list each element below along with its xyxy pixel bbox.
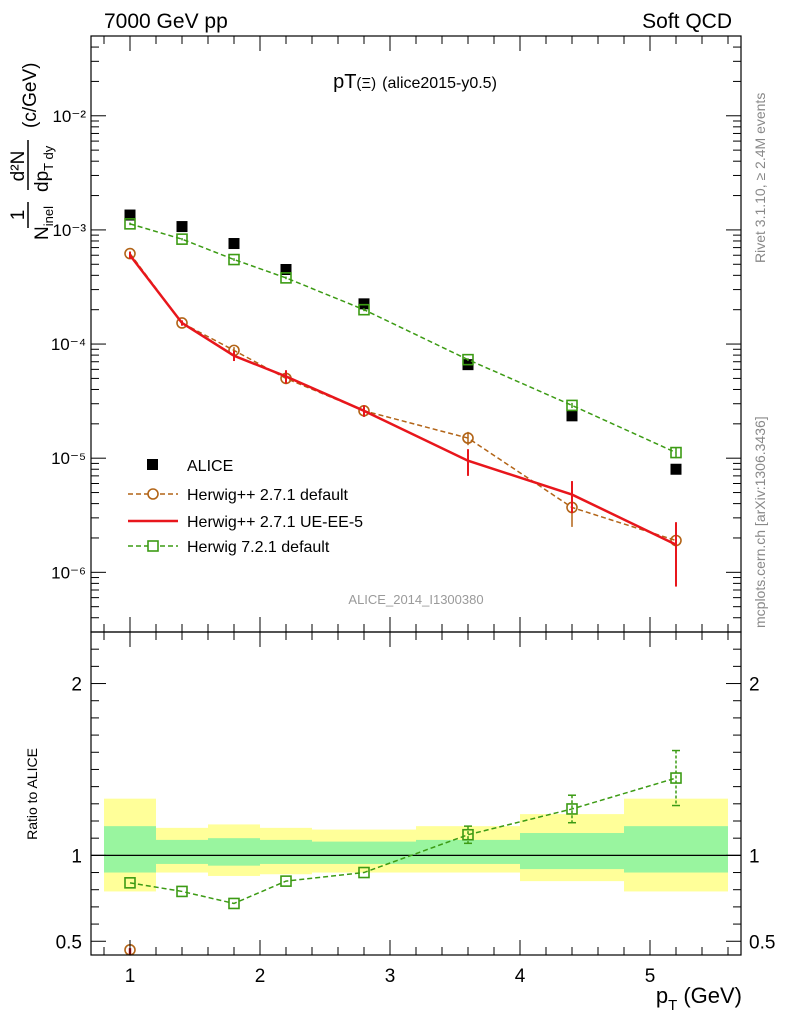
y-tick-labels: 10⁻² 10⁻³ 10⁻⁴ 10⁻⁵ 10⁻⁶: [51, 107, 87, 583]
y-axis-label-tdy: T dy: [41, 145, 56, 171]
y-axis-label-n-main: N: [32, 226, 53, 240]
legend-item-herwigpp-default: Herwig++ 2.7.1 default: [128, 487, 349, 504]
legend-label: Herwig++ 2.7.1 default: [187, 487, 349, 504]
x-tick-label: 4: [515, 966, 526, 987]
plot-title: pT(Ξ) (alice2015-y0.5): [333, 71, 497, 93]
ratio-y-tick-labels: 0.5 0.5 1 1 2 2: [56, 675, 776, 954]
y-tick-label: 10⁻⁶: [51, 563, 86, 582]
x-axis-label-unit: (GeV): [683, 983, 742, 1008]
legend-item-alice: ALICE: [147, 458, 233, 475]
y-axis-label-inel: inel: [41, 206, 56, 226]
ratio-y-tick-label: 0.5: [56, 932, 82, 953]
data-point: [124, 209, 136, 221]
data-point: [228, 238, 240, 250]
main-panel-ticks: [91, 35, 741, 633]
data-point: [124, 218, 136, 230]
ratio-y-tick-label: 1: [749, 846, 760, 867]
data-point: [670, 463, 682, 475]
header-right: Soft QCD: [642, 10, 732, 33]
data-point: [176, 317, 188, 329]
ratio-point: [358, 866, 370, 879]
x-axis-label: pT (GeV): [656, 983, 742, 1014]
ratio-point: [228, 897, 240, 910]
x-tick-label: 3: [385, 966, 396, 987]
uncertainty-band-green: [260, 839, 312, 864]
ratio-panel-ticks: [91, 632, 741, 955]
uncertainty-band-green: [312, 841, 416, 864]
x-tick-label: 5: [645, 966, 656, 987]
legend-label: Herwig 7.2.1 default: [187, 539, 330, 556]
uncertainty-band-green: [624, 826, 728, 873]
ratio-point: [462, 828, 474, 841]
data-point: [176, 221, 188, 233]
mcplots-label: mcplots.cern.ch [arXiv:1306.3436]: [752, 416, 768, 628]
data-point: [358, 298, 370, 310]
uncertainty-band-green: [104, 826, 156, 873]
plot-title-particle: (Ξ): [356, 75, 376, 92]
legend-item-herwigpp-ueee5: Herwig++ 2.7.1 UE-EE-5: [128, 514, 363, 531]
legend-marker-square-open: [147, 540, 159, 552]
x-tick-label: 1: [125, 966, 136, 987]
ratio-point: [566, 803, 578, 815]
y-axis-label-dp-main: dp: [32, 171, 53, 192]
ratio-point: [176, 885, 188, 898]
data-point: [280, 263, 292, 275]
data-point: [462, 353, 474, 366]
series-line: [129, 254, 677, 546]
y-axis-label-dp: dpT dy: [32, 145, 56, 192]
main-series-layer: [124, 209, 682, 587]
ratio-point: [280, 875, 292, 887]
legend-label: Herwig++ 2.7.1 UE-EE-5: [187, 514, 363, 531]
y-tick-label: 10⁻²: [52, 107, 86, 126]
ratio-y-tick-label: 0.5: [749, 932, 775, 953]
ratio-y-axis-label: Ratio to ALICE: [24, 748, 40, 840]
y-axis-label-n: Ninel: [32, 206, 56, 240]
rivet-label: Rivet 3.1.10, ≥ 2.4M events: [752, 93, 768, 263]
data-point: [462, 432, 474, 444]
header-left: 7000 GeV pp: [104, 10, 228, 33]
analysis-watermark: ALICE_2014_I1300380: [348, 592, 483, 607]
legend: ALICE Herwig++ 2.7.1 default Herwig++ 2.…: [128, 458, 363, 556]
uncertainty-band-green: [208, 838, 260, 866]
y-tick-label: 10⁻⁵: [51, 449, 86, 468]
legend-label: ALICE: [187, 458, 233, 475]
plot-title-tag: (alice2015-y0.5): [382, 75, 497, 92]
y-axis-label-one: 1: [8, 210, 29, 221]
ratio-panel-frame: [90, 631, 742, 956]
data-point: [228, 253, 240, 266]
main-panel: 10⁻² 10⁻³ 10⁻⁴ 10⁻⁵ 10⁻⁶ pT(Ξ) (alice2015-y0.…: [8, 35, 742, 633]
y-axis-label: 1 Ninel d²N dpT dy (c/GeV): [8, 63, 56, 240]
data-point: [566, 399, 578, 412]
x-tick-label: 2: [255, 966, 266, 987]
x-axis-label-t: T: [668, 997, 677, 1014]
legend-marker-square: [147, 459, 158, 470]
ratio-point: [124, 877, 136, 889]
ratio-y-tick-label: 2: [749, 675, 760, 696]
legend-item-herwig7: Herwig 7.2.1 default: [128, 539, 330, 556]
ratio-y-tick-label: 2: [71, 675, 82, 696]
uncertainty-band-green: [156, 839, 208, 864]
plot-title-main: pT: [333, 71, 356, 93]
legend-marker-circle: [147, 488, 159, 500]
ratio-panel: 0.5 0.5 1 1 2 2 1 2 3 4 5 Ratio to ALICE pT (GeV): [24, 631, 776, 1014]
data-point: [566, 410, 578, 422]
y-axis-label-d2n: d²N: [8, 151, 29, 182]
y-tick-label: 10⁻³: [52, 221, 86, 240]
ratio-y-tick-label: 1: [71, 846, 82, 867]
series-line: [129, 223, 677, 454]
ratio-point: [670, 772, 682, 784]
data-point: [358, 303, 370, 316]
x-tick-labels: 1 2 3 4 5: [125, 966, 656, 987]
ratio-uncertainty-bands: [104, 798, 728, 892]
y-tick-label: 10⁻⁴: [51, 335, 86, 354]
data-point: [280, 272, 292, 284]
data-point: [670, 446, 682, 459]
x-axis-label-p: p: [656, 983, 668, 1008]
ratio-series-line: [129, 777, 677, 905]
data-point: [176, 233, 188, 245]
y-axis-label-unit: (c/GeV): [20, 63, 41, 128]
uncertainty-band-green: [520, 833, 624, 870]
